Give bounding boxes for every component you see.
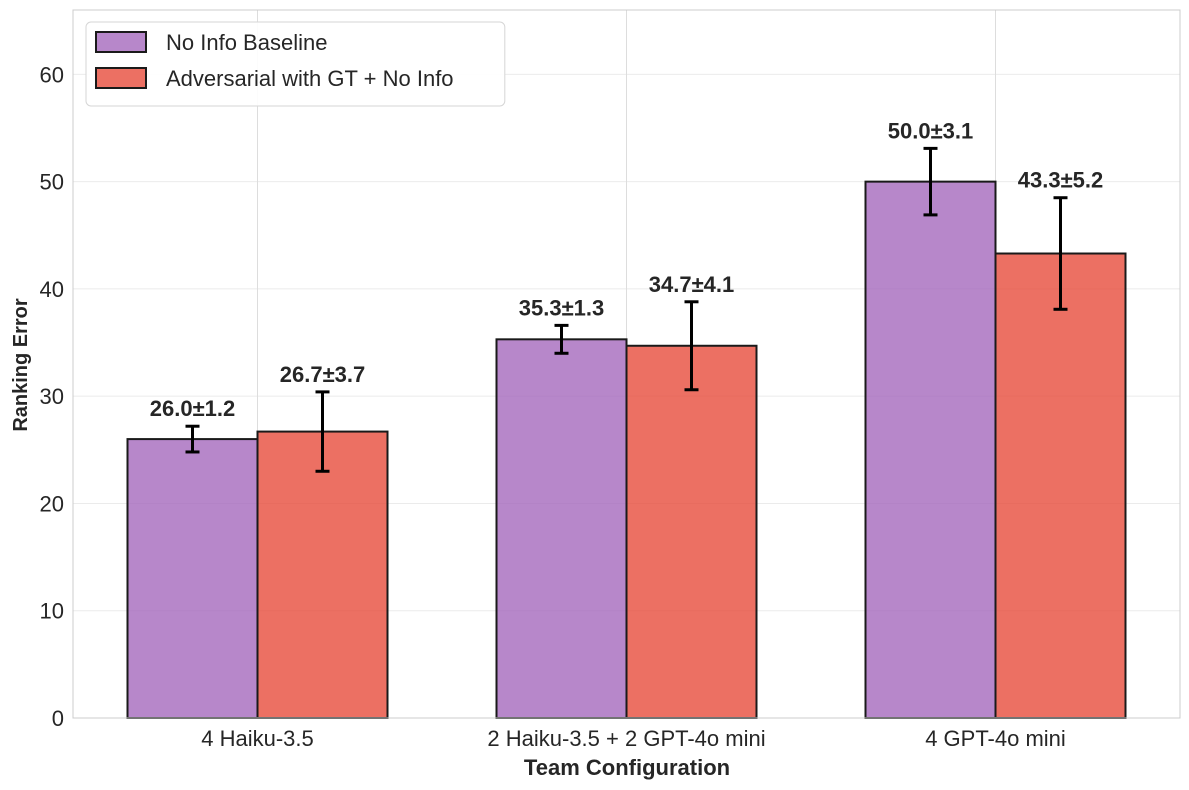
legend-frame xyxy=(85,21,506,107)
bar xyxy=(994,252,1127,719)
y-tick-label: 10 xyxy=(40,599,64,624)
plot-frame xyxy=(72,9,1181,719)
legend-swatch xyxy=(95,31,147,53)
x-tick-label: 4 Haiku-3.5 xyxy=(201,726,314,751)
bar xyxy=(126,438,259,719)
bar xyxy=(864,180,997,720)
bar-value-label: 26.7±3.7 xyxy=(280,362,365,387)
legend-swatch xyxy=(95,67,147,89)
y-tick-label: 0 xyxy=(52,706,64,731)
y-tick-label: 20 xyxy=(40,491,64,516)
x-tick-label: 4 GPT-4o mini xyxy=(925,726,1066,751)
x-axis-title: Team Configuration xyxy=(524,755,730,780)
bars xyxy=(126,180,1127,720)
y-axis-title: Ranking Error xyxy=(10,298,32,432)
y-tick-label: 40 xyxy=(40,277,64,302)
y-axis-ticks: 0 10 20 30 40 50 60 xyxy=(40,62,64,731)
bar-value-label: 35.3±1.3 xyxy=(519,295,604,320)
bar-value-label: 34.7±4.1 xyxy=(649,272,734,297)
y-tick-label: 50 xyxy=(40,170,64,195)
y-tick-label: 30 xyxy=(40,384,64,409)
x-tick-label: 2 Haiku-3.5 + 2 GPT-4o mini xyxy=(487,726,765,751)
bar-value-labels: 26.0±1.2 35.3±1.3 50.0±3.1 26.7±3.7 34.7±4.1… xyxy=(150,118,1103,421)
legend-entry[interactable]: No Info Baseline xyxy=(166,30,327,55)
bar-value-label: 43.3±5.2 xyxy=(1018,168,1103,193)
x-axis-ticks: 4 Haiku-3.5 2 Haiku-3.5 + 2 GPT-4o mini 4 … xyxy=(201,726,1066,751)
legend-entry[interactable]: Adversarial with GT + No Info xyxy=(166,66,454,91)
bar xyxy=(495,338,628,719)
legend[interactable]: No Info Baseline Adversarial with GT + No… xyxy=(85,21,506,107)
y-tick-label: 60 xyxy=(40,62,64,87)
bar xyxy=(256,430,389,719)
bar xyxy=(625,344,758,719)
error-bars xyxy=(185,146,1068,473)
bar-value-label: 50.0±3.1 xyxy=(888,118,973,143)
bar-value-label: 26.0±1.2 xyxy=(150,396,235,421)
